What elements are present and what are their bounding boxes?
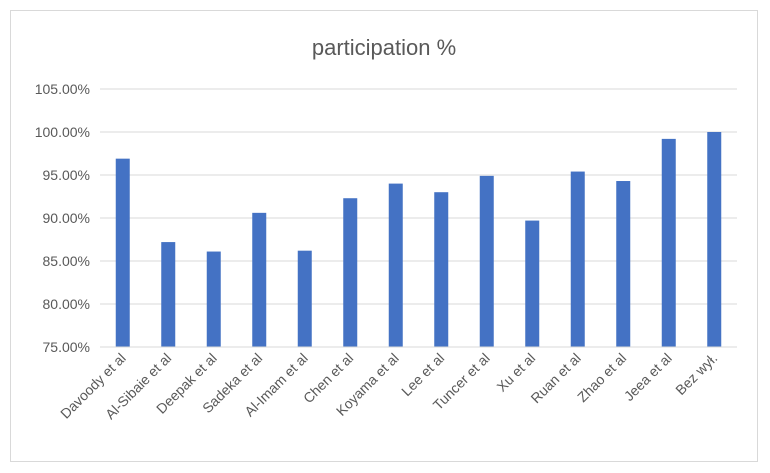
bar — [707, 132, 722, 347]
bar — [115, 158, 130, 347]
x-category-label: Jeea et al — [621, 350, 675, 404]
y-tick-label: 90.00% — [43, 210, 90, 226]
chart-frame — [10, 10, 758, 462]
bar — [479, 175, 494, 347]
bar — [297, 250, 312, 347]
bar — [661, 138, 676, 347]
x-category-label: Xu et al — [493, 350, 538, 395]
bars — [115, 132, 722, 347]
x-category-label: Zhao et al — [574, 350, 629, 405]
y-tick-label: 100.00% — [35, 124, 90, 140]
y-tick-label: 75.00% — [43, 339, 90, 355]
bar — [616, 181, 631, 347]
bar — [388, 183, 403, 347]
y-axis-ticks: 75.00% 80.00% 85.00% 90.00% 95.00% 100.00% 105… — [35, 81, 90, 355]
bar — [161, 242, 176, 347]
bar — [343, 198, 358, 347]
chart-title: participation % — [312, 35, 456, 60]
bar — [525, 220, 540, 347]
bar — [252, 212, 267, 347]
bar — [206, 251, 221, 347]
y-tick-label: 85.00% — [43, 253, 90, 269]
x-category-label: Bez wył. — [672, 350, 720, 398]
bar — [434, 192, 449, 347]
y-tick-label: 95.00% — [43, 167, 90, 183]
gridlines — [100, 88, 737, 305]
y-tick-label: 80.00% — [43, 296, 90, 312]
bar — [570, 171, 585, 347]
x-category-label: Ruan et al — [527, 350, 583, 406]
y-tick-label: 105.00% — [35, 81, 90, 97]
